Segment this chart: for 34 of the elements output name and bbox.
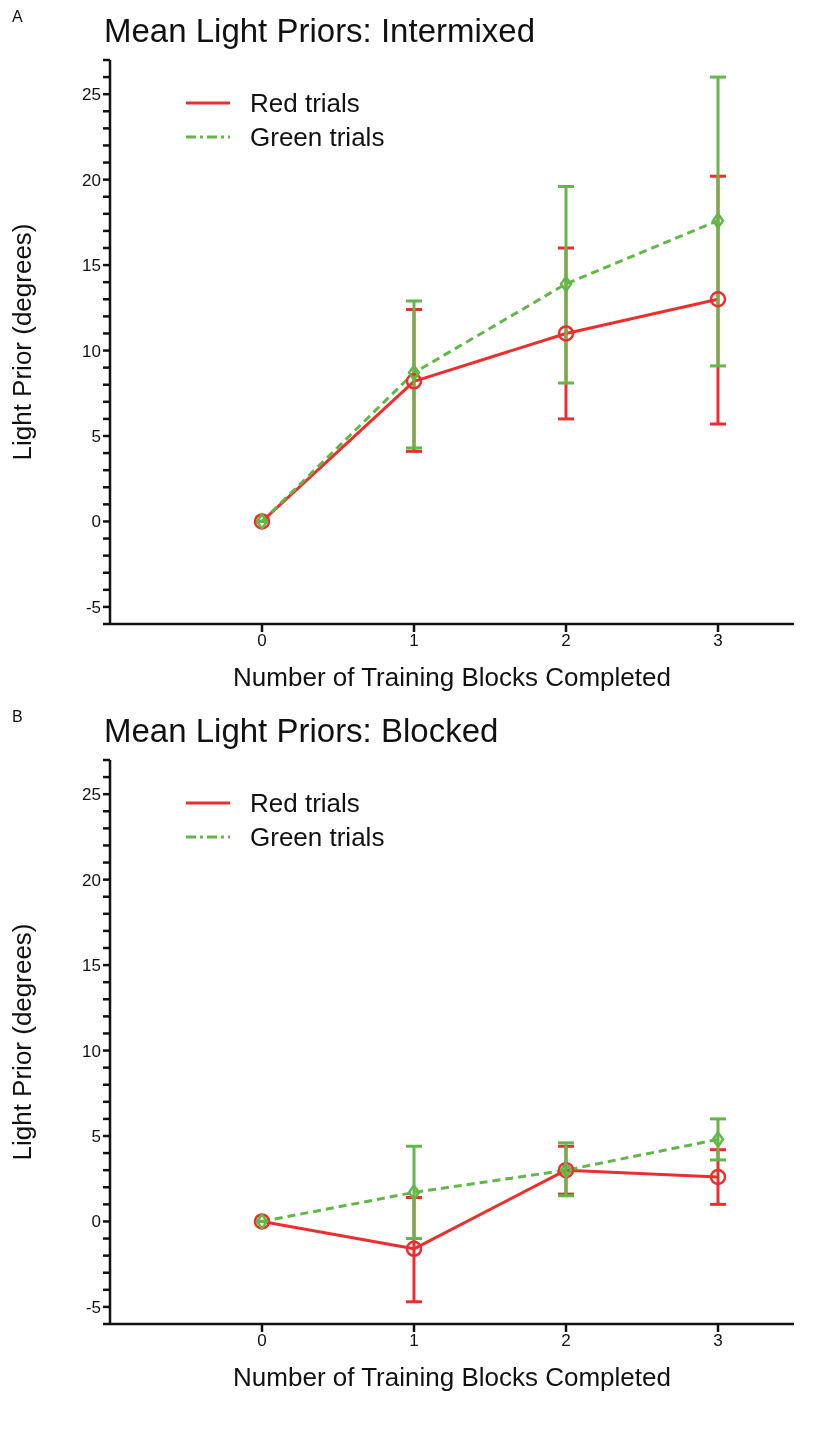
- y-tick-label: 0: [91, 512, 101, 532]
- y-tick-label: 25: [82, 85, 101, 105]
- y-tick-label: 10: [82, 341, 101, 361]
- y-tick-label: 5: [91, 427, 101, 447]
- y-tick-label: 15: [82, 956, 101, 976]
- y-tick-label: -5: [85, 597, 101, 617]
- x-tick-label: 1: [409, 1331, 419, 1351]
- x-tick-label: 0: [257, 1331, 267, 1351]
- y-tick-label: 25: [82, 785, 101, 805]
- x-tick-label: 3: [713, 1331, 723, 1351]
- y-axis-title: Light Prior (degrees): [7, 923, 38, 1161]
- legend-label: Green trials: [250, 121, 385, 153]
- chart-title: Mean Light Priors: Intermixed: [104, 12, 536, 50]
- y-tick-label: 5: [91, 1127, 101, 1147]
- x-tick-label: 3: [713, 631, 723, 651]
- x-tick-label: 2: [561, 1331, 571, 1351]
- y-tick-label: 20: [82, 870, 101, 890]
- y-tick-label: 20: [82, 170, 101, 190]
- legend-label: Red trials: [250, 87, 360, 119]
- y-tick-label: 15: [82, 256, 101, 276]
- y-tick-label: -5: [85, 1297, 101, 1317]
- x-tick-label: 1: [409, 631, 419, 651]
- x-axis-title: Number of Training Blocks Completed: [233, 662, 671, 692]
- y-axis-title: Light Prior (degrees): [7, 223, 38, 461]
- legend-label: Green trials: [250, 821, 385, 853]
- y-tick-label: 0: [91, 1212, 101, 1232]
- legend-label: Red trials: [250, 787, 360, 819]
- text: A: [12, 8, 23, 26]
- chart-title: Mean Light Priors: Blocked: [104, 712, 499, 750]
- x-tick-label: 0: [257, 631, 267, 651]
- x-axis-title: Number of Training Blocks Completed: [233, 1362, 671, 1392]
- text: B: [12, 708, 23, 726]
- y-tick-label: 10: [82, 1041, 101, 1061]
- x-tick-label: 2: [561, 631, 571, 651]
